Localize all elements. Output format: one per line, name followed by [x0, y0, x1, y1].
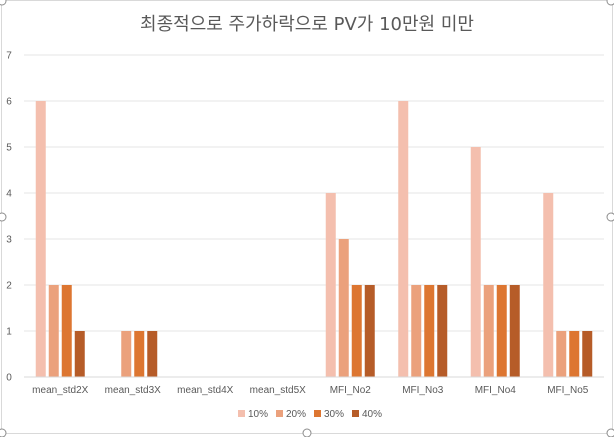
resize-handle-top-right[interactable]: [606, 0, 614, 6]
resize-handle-bottom-right[interactable]: [606, 428, 614, 437]
bar[interactable]: [411, 285, 422, 377]
bar[interactable]: [74, 331, 85, 377]
x-category-label: mean_std4X: [177, 385, 233, 396]
bar[interactable]: [351, 285, 362, 377]
x-category-label: mean_std2X: [32, 385, 88, 396]
resize-handle-top-left[interactable]: [0, 0, 7, 6]
x-category-label: MFI_No4: [475, 385, 517, 396]
gridlines: [24, 54, 604, 332]
y-axis-tick-labels: 0 1 2 3 4 5 6 7: [6, 51, 12, 384]
legend-label: 40%: [362, 409, 382, 420]
chart-title: 최종적으로 주가하락으로 PV가 10만원 미만: [140, 14, 474, 35]
bar[interactable]: [424, 285, 435, 377]
bar[interactable]: [338, 239, 349, 377]
bar[interactable]: [582, 331, 593, 377]
y-tick-label: 5: [6, 143, 12, 154]
bar[interactable]: [470, 147, 481, 377]
x-category-label: mean_std3X: [105, 385, 161, 396]
bar[interactable]: [364, 285, 375, 377]
bar[interactable]: [543, 193, 554, 377]
y-tick-label: 4: [6, 189, 12, 200]
y-tick-label: 6: [6, 97, 12, 108]
x-category-label: mean_std5X: [250, 385, 306, 396]
bar[interactable]: [496, 285, 507, 377]
bar[interactable]: [61, 285, 72, 377]
bar[interactable]: [569, 331, 580, 377]
bar[interactable]: [556, 331, 567, 377]
bar[interactable]: [483, 285, 494, 377]
x-category-label: MFI_No5: [547, 385, 589, 396]
y-tick-label: 2: [6, 281, 12, 292]
legend[interactable]: 10% 20% 30% 40%: [238, 409, 382, 420]
bar[interactable]: [134, 331, 145, 377]
resize-handle-right-middle[interactable]: [606, 212, 614, 222]
y-tick-label: 3: [6, 235, 12, 246]
resize-handle-bottom-middle[interactable]: [302, 428, 312, 437]
legend-swatch: [352, 410, 359, 417]
x-category-label: MFI_No2: [330, 385, 372, 396]
bar[interactable]: [121, 331, 132, 377]
bar[interactable]: [147, 331, 158, 377]
bar[interactable]: [398, 101, 409, 377]
legend-label: 10%: [248, 409, 268, 420]
x-category-label: MFI_No3: [402, 385, 444, 396]
legend-label: 30%: [324, 409, 344, 420]
bar[interactable]: [509, 285, 520, 377]
legend-swatch: [314, 410, 321, 417]
resize-handle-bottom-left[interactable]: [0, 428, 7, 437]
resize-handle-left-middle[interactable]: [0, 212, 7, 222]
bar[interactable]: [35, 101, 46, 377]
legend-swatch: [276, 410, 283, 417]
bar[interactable]: [437, 285, 448, 377]
legend-label: 20%: [286, 409, 306, 420]
bar[interactable]: [325, 193, 336, 377]
y-tick-label: 0: [6, 373, 12, 384]
y-tick-label: 7: [6, 51, 12, 62]
bars: [35, 101, 593, 377]
legend-swatch: [238, 410, 245, 417]
bar[interactable]: [48, 285, 59, 377]
y-tick-label: 1: [6, 327, 12, 338]
x-axis-category-labels: mean_std2X mean_std3X mean_std4X mean_std5X…: [32, 385, 589, 396]
